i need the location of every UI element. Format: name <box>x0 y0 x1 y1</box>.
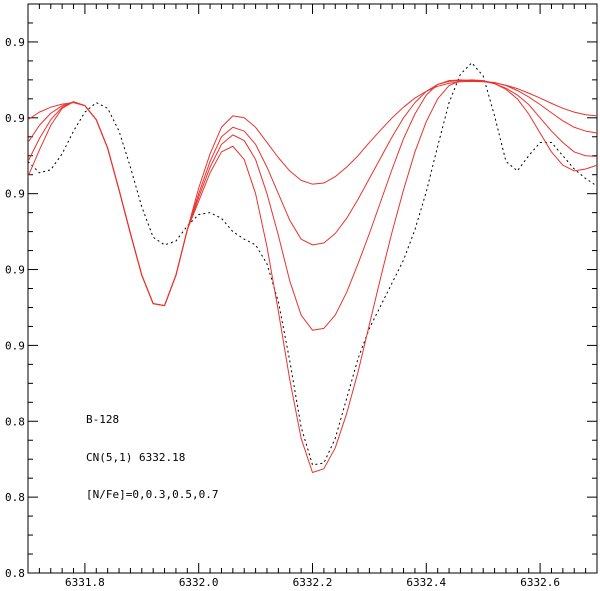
annotation-line-id: CN(5,1) 6332.18 <box>86 451 185 464</box>
x-tick-label: 6332.4 <box>406 576 446 589</box>
y-tick-label: 0.9 <box>5 339 25 352</box>
series-layer <box>28 62 597 473</box>
synthetic-spectrum-line-1 <box>28 80 597 307</box>
y-tick-label: 0.8 <box>5 415 25 428</box>
y-tick-label: 0.9 <box>5 188 25 201</box>
annotation-star-name: B-128 <box>86 413 119 426</box>
y-axis-ticks: 0.8 0.8 0.8 0.9 0.9 0.9 0.9 0.9 <box>5 3 597 580</box>
y-tick-label: 0.9 <box>5 36 25 49</box>
synthetic-spectrum-line-4 <box>28 79 597 473</box>
x-tick-label: 6332.0 <box>179 576 219 589</box>
x-tick-label: 6332.6 <box>520 576 560 589</box>
x-axis-ticks: 6331.8 6332.0 6332.2 6332.4 6332.6 <box>27 4 598 589</box>
synthetic-spectrum-line-3 <box>28 79 597 331</box>
annotation-abundances: [N/Fe]=0,0.3,0.5,0.7 <box>86 488 218 501</box>
x-tick-label: 6332.2 <box>293 576 333 589</box>
synthetic-spectrum-line-2 <box>28 80 597 307</box>
observed-spectrum-line <box>28 62 597 466</box>
chart-annotations: B-128 CN(5,1) 6332.18 [N/Fe]=0,0.3,0.5,0… <box>86 413 218 501</box>
y-tick-label: 0.8 <box>5 567 25 580</box>
y-tick-label: 0.9 <box>5 264 25 277</box>
x-tick-label: 6331.8 <box>65 576 105 589</box>
y-tick-label: 0.9 <box>5 112 25 125</box>
y-tick-label: 0.8 <box>5 491 25 504</box>
